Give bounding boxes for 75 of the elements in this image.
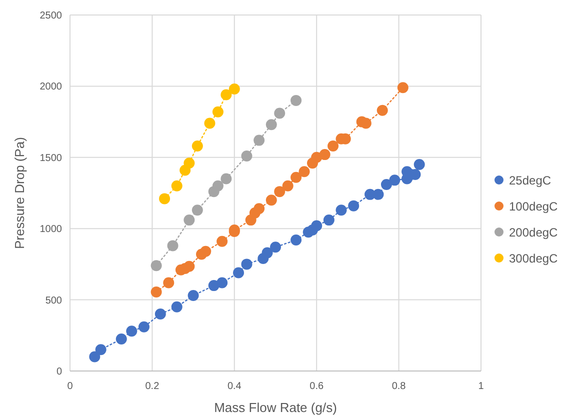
- point: [126, 326, 138, 337]
- point: [274, 186, 286, 198]
- point: [89, 351, 100, 362]
- point: [254, 134, 265, 146]
- point: [376, 104, 388, 116]
- point: [171, 301, 182, 312]
- y-tick-label: 2500: [40, 10, 62, 22]
- point: [389, 174, 400, 186]
- point: [216, 277, 228, 288]
- point: [397, 82, 408, 94]
- y-axis-title: Pressure Drop (Pa): [12, 137, 27, 249]
- y-tick-label: 500: [45, 295, 62, 306]
- point: [184, 260, 195, 272]
- point: [192, 204, 203, 216]
- point: [184, 214, 195, 226]
- point: [171, 180, 182, 192]
- legend-label: 300degC: [509, 252, 558, 266]
- legend-label: 100degC: [509, 200, 558, 214]
- y-tick-label: 1000: [40, 224, 62, 236]
- point: [220, 173, 232, 184]
- x-axis-title: Mass Flow Rate (g/s): [214, 400, 337, 415]
- point: [274, 108, 286, 119]
- point: [290, 172, 302, 183]
- point: [241, 150, 252, 162]
- point: [336, 204, 347, 216]
- point: [138, 321, 150, 332]
- point: [311, 152, 322, 163]
- point: [266, 119, 277, 130]
- point: [319, 149, 330, 160]
- point: [200, 246, 212, 257]
- point: [188, 290, 199, 302]
- x-tick-label: 0.8: [392, 381, 406, 392]
- x-tick-label: 1: [478, 381, 484, 392]
- point: [298, 166, 310, 178]
- point: [266, 194, 277, 206]
- point: [414, 159, 425, 170]
- legend-label: 25degC: [509, 174, 552, 188]
- y-tick-label: 1500: [40, 152, 62, 164]
- point: [228, 84, 240, 95]
- x-tick-label: 0.6: [310, 381, 324, 392]
- point: [328, 140, 339, 152]
- point: [212, 106, 224, 118]
- point: [150, 260, 162, 272]
- point: [282, 180, 294, 192]
- point: [116, 333, 127, 344]
- point: [163, 277, 174, 288]
- point: [192, 140, 203, 152]
- y-tick-label: 2000: [40, 82, 62, 93]
- point: [233, 267, 244, 278]
- point: [159, 193, 170, 204]
- x-tick-label: 0.4: [227, 381, 242, 392]
- point: [323, 214, 334, 226]
- point: [380, 178, 392, 190]
- x-tick-label: 0: [67, 381, 74, 392]
- point: [270, 242, 281, 253]
- point: [348, 200, 360, 212]
- point: [184, 158, 195, 169]
- point: [220, 89, 232, 100]
- point: [290, 234, 302, 246]
- point: [95, 344, 106, 356]
- point: [372, 188, 384, 200]
- point: [154, 308, 166, 320]
- point: [212, 180, 224, 192]
- point: [241, 258, 252, 270]
- y-tick-label: 0: [56, 366, 62, 378]
- point: [311, 220, 322, 232]
- point: [262, 247, 273, 258]
- point: [167, 240, 178, 252]
- legend-label: 200degC: [509, 226, 558, 240]
- point: [290, 94, 302, 106]
- point: [216, 236, 228, 247]
- x-tick-label: 0.2: [145, 381, 160, 392]
- point: [150, 286, 162, 298]
- point: [204, 118, 216, 129]
- point: [254, 203, 265, 214]
